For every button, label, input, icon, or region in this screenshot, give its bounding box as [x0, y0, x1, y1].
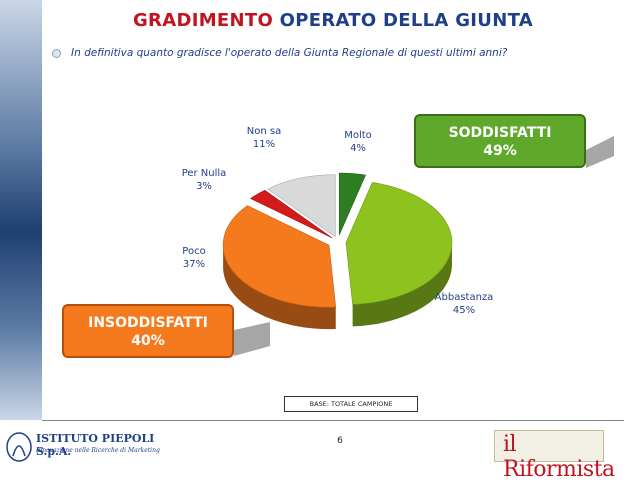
pie-slice-poco [222, 205, 337, 308]
slice-value-per-nulla: 3% [196, 181, 212, 192]
pie-labels: Molto 4% Abbastanza 45% Poco 37% Per Nulla 3% No… [182, 126, 494, 316]
bullet-icon [52, 48, 61, 58]
riformista-logo: il Riformista [494, 430, 615, 482]
slice-label-per-nulla: Per Nulla [182, 168, 227, 179]
piepoli-name: ISTITUTO PIEPOLI S.p.A. [36, 432, 155, 458]
slice-label-non-sa: Non sa [247, 126, 281, 137]
title-highlight: GRADIMENTO [132, 10, 274, 31]
satisfied-callout-pointer [586, 136, 614, 168]
pie-slice-non-sa [267, 174, 336, 238]
piepoli-tagline: Innovazione nelle Ricerche di Marketing [36, 447, 160, 454]
slice-value-abbastanza: 45% [453, 305, 475, 316]
slice-value-molto: 4% [350, 143, 366, 154]
unsatisfied-callout-pointer [234, 322, 270, 356]
piepoli-logo: ISTITUTO PIEPOLI S.p.A. Innovazione nell… [4, 428, 174, 466]
pie-slices [222, 172, 453, 330]
page-number: 6 [337, 436, 343, 446]
slice-value-poco: 37% [183, 259, 205, 270]
satisfied-value: 49% [483, 143, 517, 159]
footer-divider [42, 420, 624, 421]
title-rest: OPERATO DELLA GIUNTA [279, 10, 533, 31]
pie-slice-abbastanza [345, 182, 453, 305]
satisfied-label: SODDISFATTI [448, 125, 552, 141]
slice-label-molto: Molto [344, 130, 372, 141]
base-note: BASE: TOTALE CAMPIONE [284, 396, 418, 412]
slice-value-non-sa: 11% [253, 139, 275, 150]
unsatisfied-summary-box: INSODDISFATTI 40% [62, 304, 234, 358]
callout-shadows [234, 136, 614, 356]
satisfied-summary-box: SODDISFATTI 49% [414, 114, 586, 168]
survey-question: In definitiva quanto gradisce l'operato … [52, 47, 612, 59]
unsatisfied-value: 40% [131, 333, 165, 349]
slice-label-poco: Poco [182, 246, 205, 257]
pie-chart: Molto 4% Abbastanza 45% Poco 37% Per Nulla 3% No… [182, 126, 614, 356]
side-decoration-band [0, 0, 42, 420]
question-text: In definitiva quanto gradisce l'operato … [71, 47, 508, 59]
piepoli-emblem-icon [6, 432, 32, 462]
pie-slice-molto [338, 172, 367, 236]
slice-label-abbastanza: Abbastanza [435, 292, 494, 303]
riformista-name: il Riformista [503, 432, 615, 482]
pie-slice-per-nulla [250, 189, 333, 239]
pie-slice-side-abbastanza [352, 242, 452, 327]
pie-slice-side-poco [223, 245, 336, 330]
unsatisfied-label: INSODDISFATTI [88, 315, 208, 331]
slide-title: GRADIMENTO OPERATO DELLA GIUNTA [42, 10, 624, 31]
